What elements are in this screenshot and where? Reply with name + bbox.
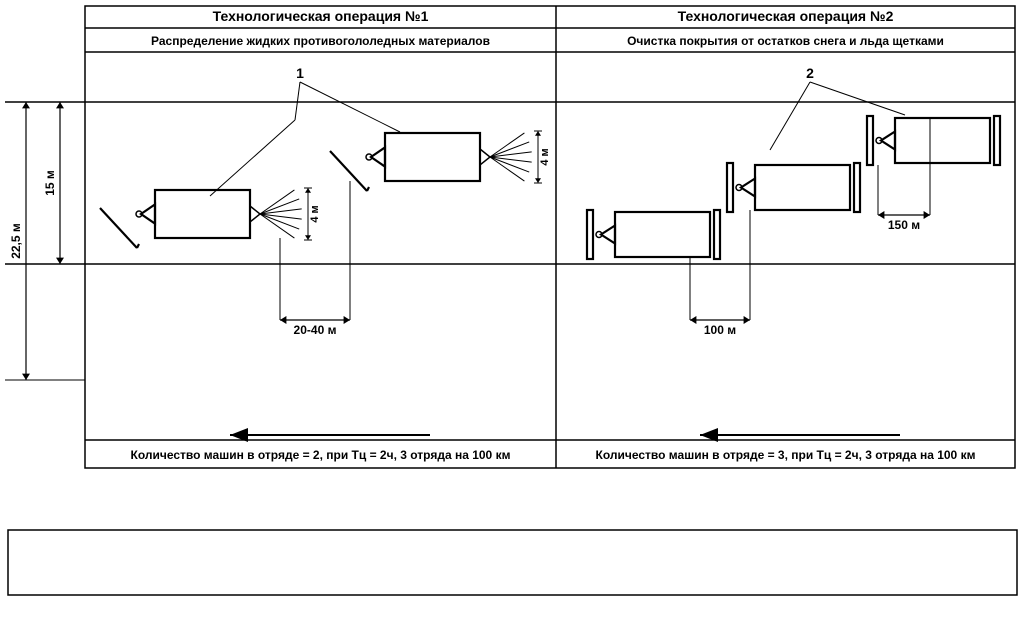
svg-text:Технологическая операция №1: Технологическая операция №1: [213, 8, 429, 24]
svg-text:2: 2: [806, 65, 814, 81]
svg-text:15 м: 15 м: [43, 170, 57, 196]
svg-text:4 м: 4 м: [539, 148, 551, 165]
svg-text:Очистка покрытия от остатков с: Очистка покрытия от остатков снега и льд…: [627, 34, 944, 48]
svg-text:Технологическая операция №2: Технологическая операция №2: [678, 8, 894, 24]
svg-text:4 м: 4 м: [309, 205, 321, 222]
svg-text:20-40 м: 20-40 м: [294, 323, 337, 337]
svg-text:1: 1: [296, 65, 304, 81]
svg-text:100 м: 100 м: [704, 323, 736, 337]
svg-text:Количество машин в отряде = 3,: Количество машин в отряде = 3, при Тц = …: [596, 448, 976, 462]
svg-text:150 м: 150 м: [888, 218, 920, 232]
svg-text:Распределение жидких противого: Распределение жидких противогололедных м…: [151, 34, 490, 48]
svg-text:22,5 м: 22,5 м: [9, 223, 23, 259]
svg-text:Количество машин в отряде = 2,: Количество машин в отряде = 2, при Тц = …: [131, 448, 511, 462]
